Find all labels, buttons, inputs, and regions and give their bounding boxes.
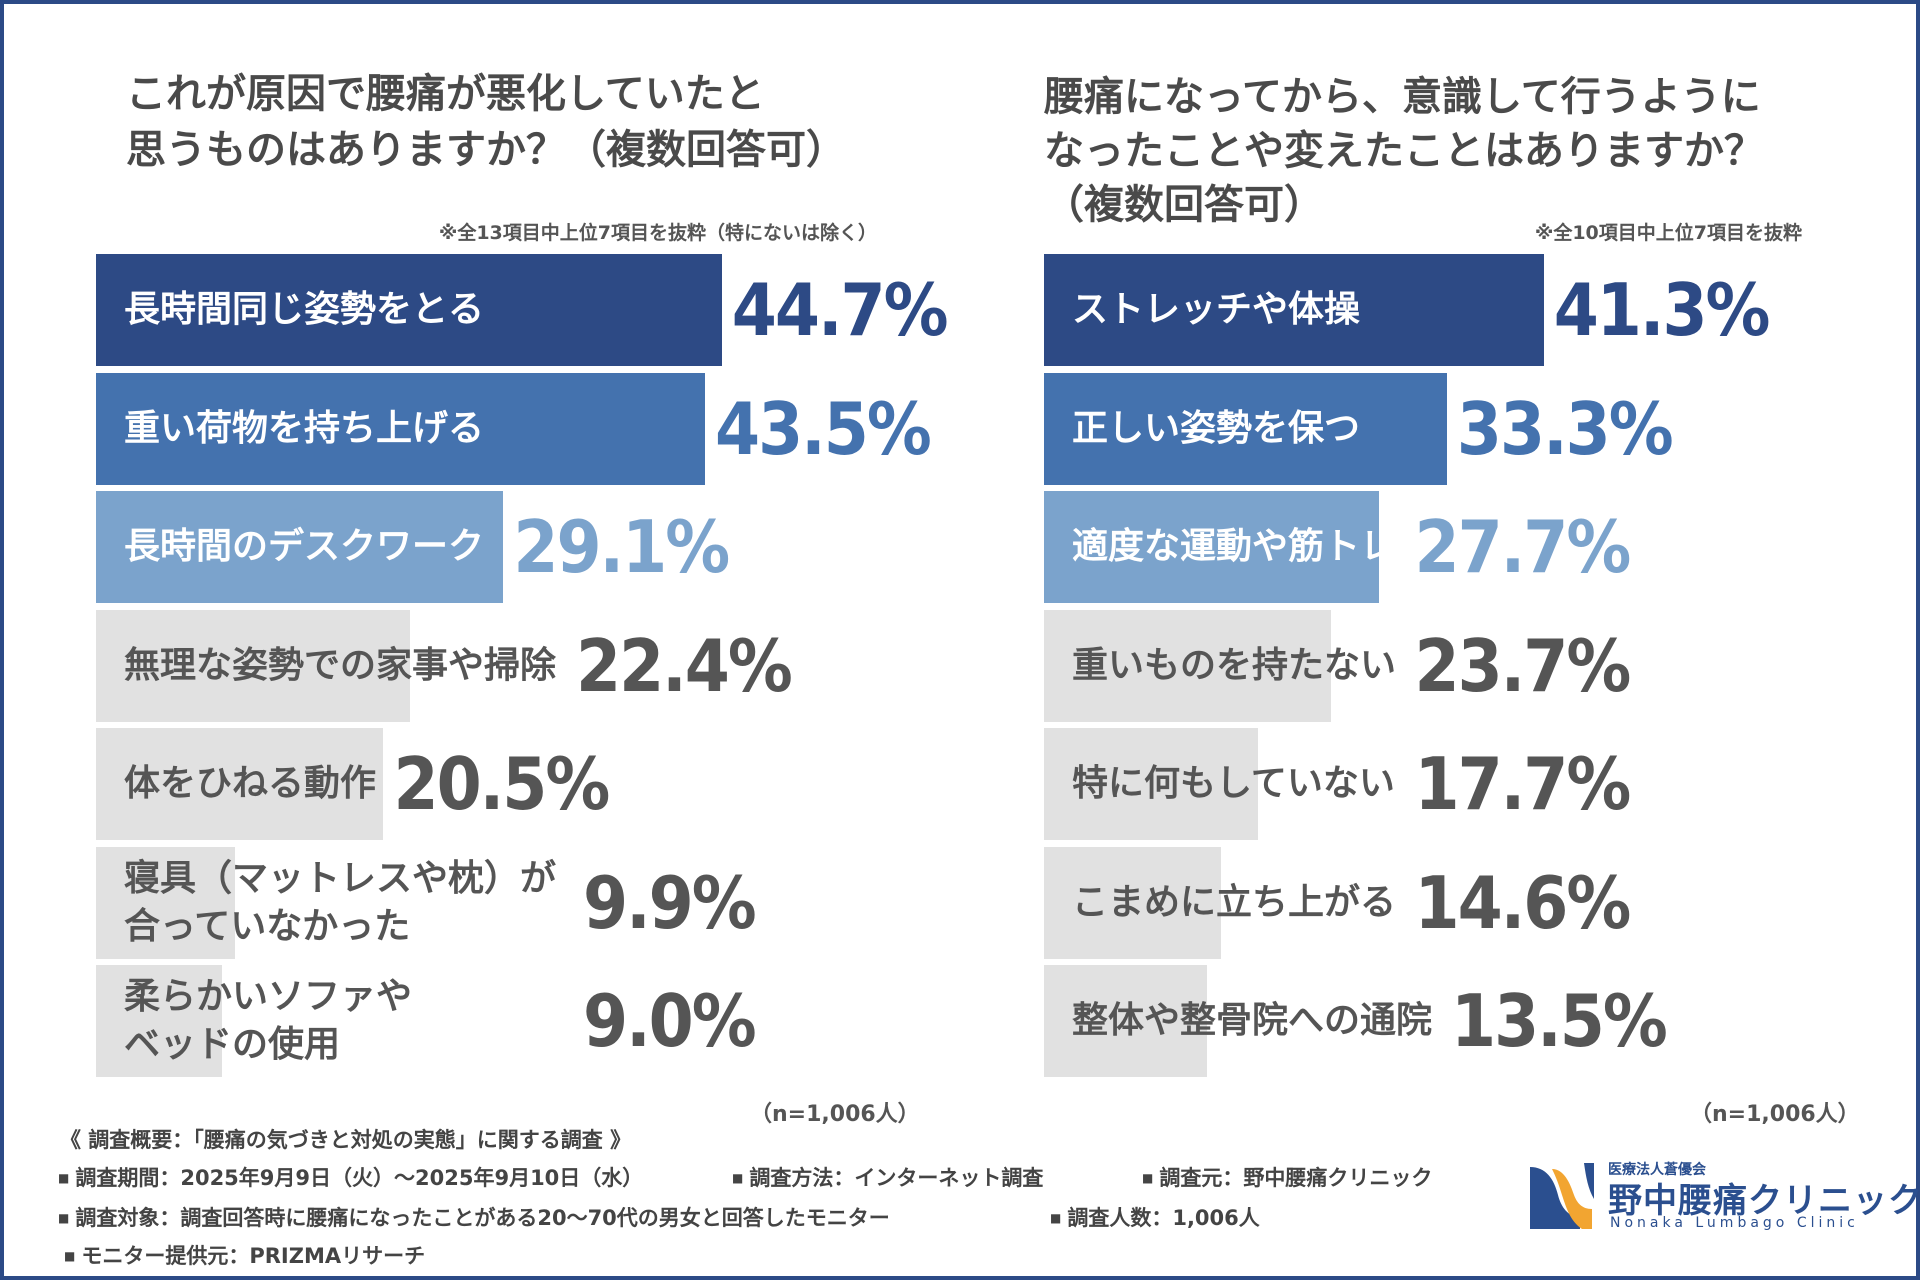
left-bar-3 <box>96 491 504 603</box>
right-bar-5 <box>1044 728 1259 840</box>
right-bar-value-2: 33.3% <box>1456 386 1674 471</box>
left-bar-label-1: 長時間同じ姿勢をとる <box>124 289 485 330</box>
clinic-name-en: Nonaka Lumbago Clinic <box>1610 1215 1859 1231</box>
bullet-icon: ■ <box>732 1171 744 1185</box>
right-bar-1 <box>1044 254 1544 366</box>
left-chart-title: これが原因で腰痛が悪化していたと 思うものはありますか？（複数回答可） <box>126 71 846 173</box>
right-bar-7 <box>1044 965 1208 1077</box>
left-bar-6 <box>96 846 235 959</box>
right-n-label: （n=1,006人） <box>1690 1102 1860 1127</box>
left-bar-value-4: 22.4% <box>576 623 793 708</box>
right-bar-label-2: 正しい姿勢を保つ <box>1072 407 1361 449</box>
right-bar-label-1: ストレッチや体操 <box>1072 289 1361 330</box>
left-bar-value-3: 29.1% <box>513 505 730 589</box>
left-bar-4 <box>96 609 410 722</box>
left-bar-7 <box>96 965 222 1077</box>
left-bar-5 <box>96 728 383 840</box>
survey-overview: 《 調査概要：「腰痛の気づきと対処の実態」に関する調査 》 <box>60 1128 632 1152</box>
right-bar-2 <box>1044 372 1447 485</box>
right-bar-value-1: 41.3% <box>1553 268 1771 352</box>
right-bar-4 <box>1044 609 1331 722</box>
survey-provider: ■ モニター提供元：PRIZMAリサーチ <box>64 1244 426 1268</box>
left-bar-value-7: 9.0% <box>583 979 757 1063</box>
clinic-org-name: 医療法人蒼優会 <box>1608 1162 1706 1178</box>
left-bar-label-5: 体をひねる動作 <box>124 763 377 804</box>
left-chart-note: ※全13項目中上位7項目を抜粋（特にないは除く） <box>438 222 877 244</box>
right-bar-label-4: 重いものを持たない <box>1072 644 1397 686</box>
left-bar-value-6: 9.9% <box>583 860 757 945</box>
right-bar-label-5: 特に何もしていない <box>1072 763 1395 804</box>
right-bar-label-6: こまめに立ち上がる <box>1072 881 1397 923</box>
right-chart-note: ※全10項目中上位7項目を抜粋 <box>1534 222 1802 244</box>
left-n-label: （n=1,006人） <box>750 1102 920 1127</box>
clinic-name: 野中腰痛クリニック <box>1608 1181 1920 1221</box>
left-bar-label-6: 寝具（マットレスや枕）が 合っていなかった <box>124 857 557 947</box>
right-bar-value-4: 23.7% <box>1414 623 1632 708</box>
left-bar-label-2: 重い荷物を持ち上げる <box>124 407 485 449</box>
right-bar-value-5: 17.7% <box>1414 742 1632 826</box>
bullet-icon: ■ <box>58 1171 70 1185</box>
survey-count: ■ 調査人数：1,006人 <box>1050 1206 1260 1230</box>
clinic-logo-mark-icon <box>1530 1163 1594 1229</box>
survey-target: ■ 調査対象：調査回答時に腰痛になったことがある20〜70代の男女と回答したモニタ… <box>58 1206 890 1230</box>
left-bar-1 <box>96 254 722 366</box>
right-bar-label-7: 整体や整骨院への通院 <box>1072 1000 1433 1041</box>
right-bar-value-3: 27.7% <box>1414 505 1632 589</box>
right-bar-6 <box>1044 846 1221 959</box>
left-bar-value-5: 20.5% <box>393 742 611 826</box>
left-bar-value-2: 43.5% <box>715 386 932 471</box>
survey-period: ■ 調査期間：2025年9月9日（火）〜2025年9月10日（水） <box>58 1166 644 1190</box>
left-bar-label-7: 柔らかいソファや ベッドの使用 <box>124 976 413 1065</box>
right-bar-3 <box>1044 491 1380 603</box>
bullet-icon: ■ <box>1050 1211 1062 1225</box>
right-bar-value-7: 13.5% <box>1451 979 1668 1063</box>
bullet-icon: ■ <box>64 1249 76 1263</box>
right-bar-label-3: 適度な運動や筋トレ <box>1072 526 1397 567</box>
left-bar-label-4: 無理な姿勢での家事や掃除 <box>124 644 557 686</box>
left-bar-2 <box>96 372 705 485</box>
clinic-logo: 医療法人蒼優会 野中腰痛クリニック Nonaka Lumbago Clinic <box>1524 1155 1920 1235</box>
survey-source: ■ 調査元：野中腰痛クリニック <box>1142 1166 1433 1190</box>
bullet-icon: ■ <box>58 1211 70 1225</box>
bullet-icon: ■ <box>1142 1171 1154 1185</box>
right-bar-value-6: 14.6% <box>1414 860 1632 945</box>
right-chart-title: 腰痛になってから、意識して行うように なったことや変えたことはありますか？ （複… <box>1044 74 1764 228</box>
left-bar-label-3: 長時間のデスクワーク <box>124 526 485 567</box>
left-bar-value-1: 44.7% <box>731 268 949 352</box>
survey-method: ■ 調査方法：インターネット調査 <box>732 1166 1044 1190</box>
